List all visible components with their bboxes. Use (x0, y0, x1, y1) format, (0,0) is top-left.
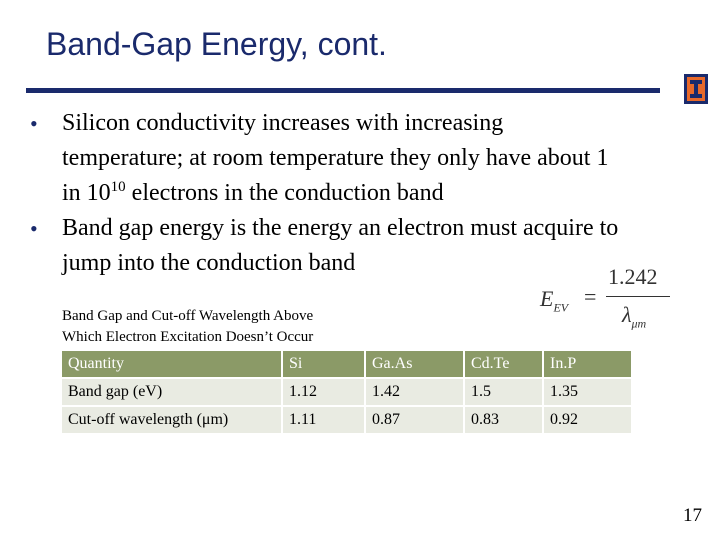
formula-lhs: EEV (540, 286, 569, 315)
bullet-dot-icon: • (30, 111, 38, 136)
table-cell: 0.87 (366, 407, 463, 433)
header-cell: Si (283, 351, 364, 377)
header-cell: Cd.Te (465, 351, 542, 377)
table-cell: Band gap (eV) (62, 379, 281, 405)
bullet-item-band-gap: • Band gap energy is the energy an elect… (30, 211, 630, 281)
table-row: Band gap (eV) 1.12 1.42 1.5 1.35 (62, 379, 631, 405)
caption-line-1: Band Gap and Cut-off Wavelength Above (62, 308, 314, 324)
fraction-bar (606, 296, 670, 297)
bullet-dot-icon: • (30, 216, 38, 241)
band-gap-table: Quantity Si Ga.As Cd.Te In.P Band gap (e… (60, 349, 633, 435)
table-cell: 1.11 (283, 407, 364, 433)
table-cell: 0.83 (465, 407, 542, 433)
header-cell: In.P (544, 351, 631, 377)
table-cell: 1.12 (283, 379, 364, 405)
header-cell: Ga.As (366, 351, 463, 377)
formula-numerator: 1.242 (608, 264, 658, 289)
band-gap-formula: EEV = 1.242 λμm (540, 264, 680, 338)
bullet-item-conductivity: • Silicon conductivity increases with in… (30, 106, 630, 211)
caption-line-2: Which Electron Excitation Doesn’t Occur (62, 329, 314, 345)
bullet-text-cont: electrons in the conduction band (125, 180, 444, 206)
formula-denominator: λμm (622, 302, 647, 331)
bullet-text: Band gap energy is the energy an electro… (62, 215, 619, 276)
bullet-list: • Silicon conductivity increases with in… (30, 106, 630, 281)
table-header-row: Quantity Si Ga.As Cd.Te In.P (62, 351, 631, 377)
slide-title: Band-Gap Energy, cont. (46, 26, 387, 62)
table-cell: 1.5 (465, 379, 542, 405)
table-row: Cut-off wavelength (μm) 1.11 0.87 0.83 0… (62, 407, 631, 433)
title-divider (26, 88, 660, 93)
table-cell: Cut-off wavelength (μm) (62, 407, 281, 433)
bullet-text: Silicon conductivity increases with incr… (62, 110, 609, 206)
table-caption: Band Gap and Cut-off Wavelength Above Wh… (62, 306, 313, 348)
table-cell: 0.92 (544, 407, 631, 433)
header-cell: Quantity (62, 351, 281, 377)
university-i-logo-icon (684, 74, 708, 104)
formula-equals: = (584, 284, 597, 309)
exponent: 10 (110, 179, 126, 195)
table-cell: 1.35 (544, 379, 631, 405)
page-number: 17 (683, 505, 702, 526)
table-cell: 1.42 (366, 379, 463, 405)
